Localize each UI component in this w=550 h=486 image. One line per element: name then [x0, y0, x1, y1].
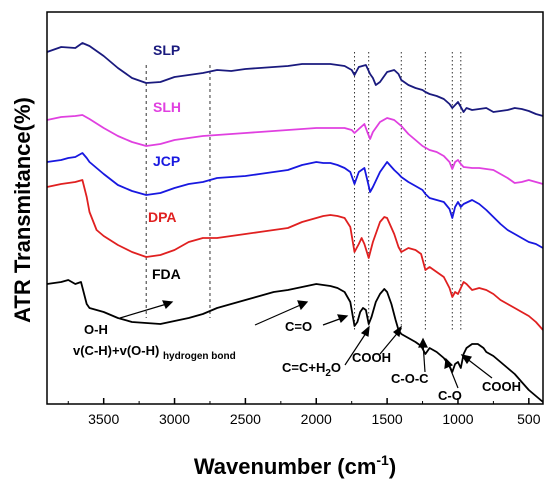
series-line-slh [46, 114, 544, 185]
annotation-oh: O-H [84, 322, 108, 337]
annotation-cc-h2o-tail: O [331, 360, 341, 375]
x-axis-title-sup: -1 [376, 452, 389, 468]
annotation-c-o: C-O [438, 388, 462, 403]
x-tick-label-1000: 1000 [442, 411, 473, 427]
annotation-cc-h2o-sub: 2 [325, 368, 331, 379]
x-tick-label-2500: 2500 [230, 411, 261, 427]
series-line-fda [46, 279, 544, 403]
x-axis-title-close: ) [389, 454, 396, 479]
series-label-slh: SLH [153, 99, 181, 115]
annotation-cooh-1: COOH [352, 350, 391, 365]
annotation-arrows [119, 300, 493, 389]
x-axis-ticks: 3500 3000 2500 2000 1500 1000 500 [67, 398, 541, 427]
series-lines [46, 42, 544, 403]
annotation-cooh-2: COOH [482, 379, 521, 394]
annotation-cc-h2o-main: C=C+H [282, 360, 325, 375]
x-tick-label-500: 500 [517, 411, 541, 427]
y-axis-title: ATR Transmitance(%) [10, 97, 35, 323]
series-line-jcp [46, 152, 544, 249]
x-tick-label-3500: 3500 [88, 411, 119, 427]
series-label-dpa: DPA [148, 209, 177, 225]
x-tick-label-1500: 1500 [372, 411, 403, 427]
x-tick-label-2000: 2000 [301, 411, 332, 427]
annotation-hydrogen-bond-sub: hydrogen bond [163, 351, 236, 362]
series-line-dpa [46, 179, 544, 331]
series-label-jcp: JCP [153, 153, 180, 169]
x-tick-label-3000: 3000 [159, 411, 190, 427]
annotation-c-o-c: C-O-C [391, 371, 429, 386]
annotation-ch-oh-main: v(C-H)+v(O-H) [73, 343, 159, 358]
annotation-ch-oh-hydrogen-bond: v(C-H)+v(O-H) hydrogen bond [73, 343, 236, 362]
series-label-fda: FDA [152, 266, 181, 282]
series-line-slp [46, 42, 544, 117]
x-axis-title: Wavenumber (cm-1) [194, 452, 396, 479]
annotation-c-o-double: C=O [285, 319, 312, 334]
reference-lines [145, 52, 462, 330]
annotation-cc-h2o: C=C+H2O [282, 360, 341, 379]
plot-frame [46, 11, 544, 405]
series-label-slp: SLP [153, 42, 180, 58]
x-axis-title-main: Wavenumber (cm [194, 454, 377, 479]
